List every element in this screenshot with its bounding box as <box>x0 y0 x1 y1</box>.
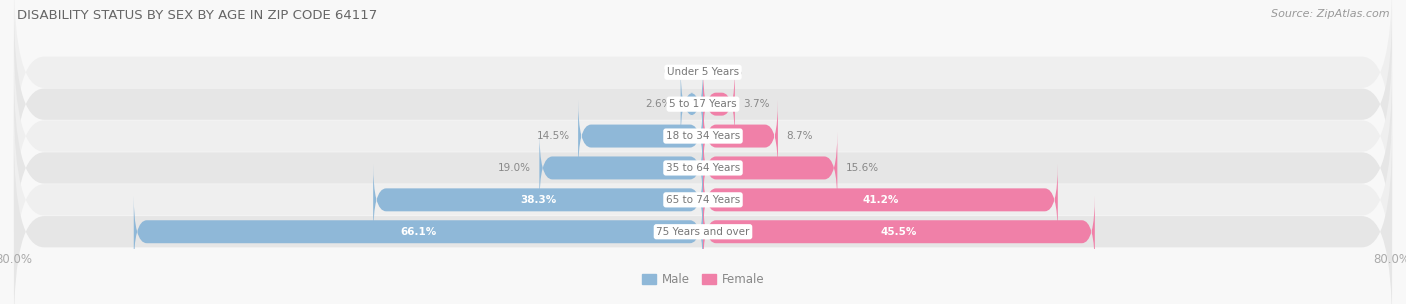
Text: Source: ZipAtlas.com: Source: ZipAtlas.com <box>1271 9 1389 19</box>
FancyBboxPatch shape <box>703 195 1095 268</box>
Text: 35 to 64 Years: 35 to 64 Years <box>666 163 740 173</box>
FancyBboxPatch shape <box>540 132 703 204</box>
Text: 45.5%: 45.5% <box>880 227 917 237</box>
Text: 75 Years and over: 75 Years and over <box>657 227 749 237</box>
Text: 66.1%: 66.1% <box>401 227 436 237</box>
FancyBboxPatch shape <box>703 100 778 172</box>
FancyBboxPatch shape <box>703 164 1057 236</box>
FancyBboxPatch shape <box>703 68 735 140</box>
FancyBboxPatch shape <box>703 132 838 204</box>
Text: 3.7%: 3.7% <box>744 99 770 109</box>
Text: 19.0%: 19.0% <box>498 163 531 173</box>
Text: 2.6%: 2.6% <box>645 99 672 109</box>
FancyBboxPatch shape <box>578 100 703 172</box>
FancyBboxPatch shape <box>14 104 1392 296</box>
Text: 15.6%: 15.6% <box>846 163 879 173</box>
Text: 0.0%: 0.0% <box>664 67 690 77</box>
Text: 38.3%: 38.3% <box>520 195 557 205</box>
Legend: Male, Female: Male, Female <box>641 273 765 286</box>
Text: 8.7%: 8.7% <box>786 131 813 141</box>
Text: 65 to 74 Years: 65 to 74 Years <box>666 195 740 205</box>
FancyBboxPatch shape <box>14 40 1392 232</box>
FancyBboxPatch shape <box>373 164 703 236</box>
Text: 41.2%: 41.2% <box>862 195 898 205</box>
FancyBboxPatch shape <box>681 68 703 140</box>
FancyBboxPatch shape <box>14 136 1392 304</box>
FancyBboxPatch shape <box>14 8 1392 200</box>
FancyBboxPatch shape <box>14 72 1392 264</box>
Text: 5 to 17 Years: 5 to 17 Years <box>669 99 737 109</box>
Text: Under 5 Years: Under 5 Years <box>666 67 740 77</box>
FancyBboxPatch shape <box>14 0 1392 168</box>
Text: DISABILITY STATUS BY SEX BY AGE IN ZIP CODE 64117: DISABILITY STATUS BY SEX BY AGE IN ZIP C… <box>17 9 377 22</box>
FancyBboxPatch shape <box>134 195 703 268</box>
Text: 18 to 34 Years: 18 to 34 Years <box>666 131 740 141</box>
Text: 0.0%: 0.0% <box>716 67 742 77</box>
Text: 14.5%: 14.5% <box>537 131 569 141</box>
